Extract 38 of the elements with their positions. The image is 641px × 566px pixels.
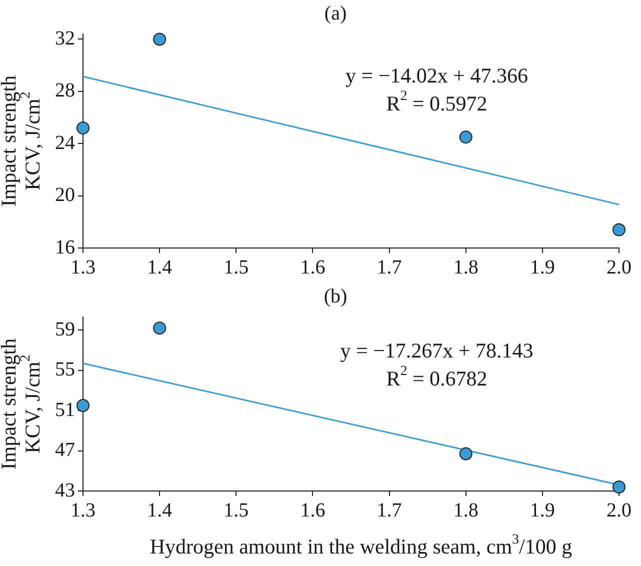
x-tick-label: 2.0 — [606, 499, 632, 522]
y-tick-label: 55 — [55, 358, 75, 381]
y-tick-label: 24 — [55, 132, 75, 154]
y-tick-label: 16 — [55, 236, 75, 258]
point — [153, 32, 166, 46]
point — [153, 322, 166, 335]
x-tick-label: 1.8 — [453, 256, 478, 278]
y-tick-label: 59 — [55, 318, 75, 340]
point — [612, 223, 626, 236]
x-tick-label: 1.7 — [376, 256, 402, 278]
chart-title: (b) — [324, 285, 348, 308]
point — [459, 447, 472, 460]
y-tick-label: 47 — [55, 439, 75, 462]
x-tick-label: 1.9 — [530, 256, 555, 278]
x-tick-label: 1.4 — [147, 499, 172, 522]
x-tick-label: 1.5 — [224, 256, 249, 278]
x-tick-label: 1.6 — [300, 256, 326, 278]
x-tick-label: 1.8 — [453, 499, 478, 522]
x-tick-label: 1.5 — [224, 499, 249, 522]
x-tick-label: 1.4 — [147, 256, 172, 278]
x-tick-label: 1.9 — [530, 499, 555, 522]
point — [612, 480, 626, 494]
x-tick-label: 1.6 — [300, 499, 326, 522]
point — [76, 399, 90, 412]
x-tick-label: 2.0 — [606, 256, 632, 278]
x-tick-label: 1.7 — [376, 499, 402, 522]
annotation: y = −17.267x + 78.143 — [340, 338, 534, 362]
point — [76, 121, 90, 134]
y-tick-label: 28 — [55, 80, 75, 102]
x-tick-label: 1.3 — [70, 256, 96, 278]
x-tick-label: 1.3 — [70, 499, 96, 522]
annotation: y = −14.02x + 47.366 — [345, 63, 528, 88]
chart-title: (a) — [324, 2, 347, 24]
point — [459, 130, 472, 144]
y-tick-label: 43 — [55, 479, 75, 502]
y-tick-label: 51 — [55, 398, 75, 421]
y-tick-label: 20 — [55, 184, 75, 206]
y-tick-label: 32 — [55, 27, 75, 50]
